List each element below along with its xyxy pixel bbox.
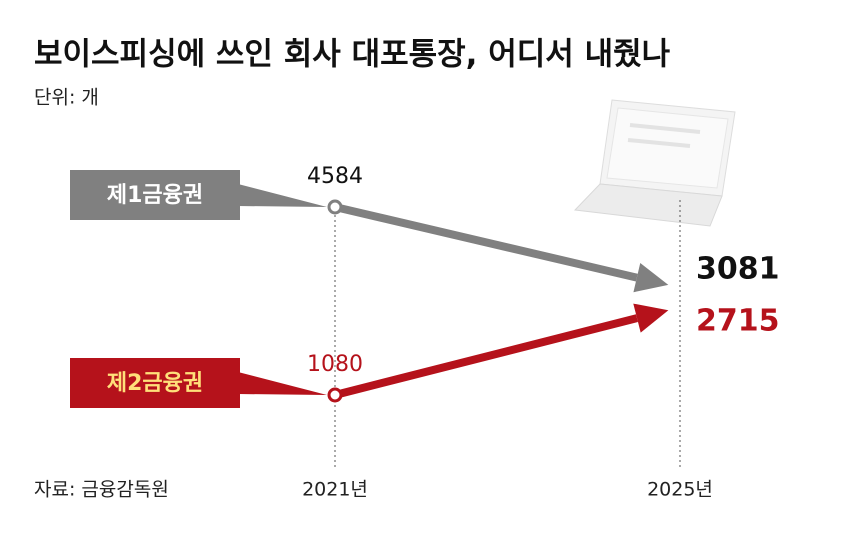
series-line [334, 203, 638, 282]
legend-pointer [238, 184, 327, 207]
laptop-line [627, 138, 691, 148]
chart-title: 보이스피싱에 쓰인 회사 대포통장, 어디서 내줬나 [34, 37, 671, 73]
series-line [334, 314, 638, 399]
laptop-line [629, 123, 701, 134]
value-label: 4584 [307, 164, 363, 189]
arrow-head [633, 263, 669, 293]
laptop-base [573, 183, 723, 227]
legend-box [70, 358, 240, 408]
source: 자료: 금융감독원 [34, 479, 169, 501]
point [327, 387, 343, 403]
chart-subtitle: 단위: 개 [34, 87, 99, 109]
legend-label: 제1금융권 [107, 183, 203, 208]
laptop-panel [606, 107, 729, 189]
end-value-label: 2715 [696, 304, 780, 339]
legend-label: 제2금융권 [107, 371, 203, 396]
value-label: 1080 [307, 352, 363, 377]
laptop-icon [573, 99, 736, 227]
x-tick-label: 2025년 [647, 479, 713, 501]
point [327, 199, 343, 215]
legend-pointer [238, 372, 327, 395]
x-tick-label: 2021년 [302, 479, 368, 501]
arrow-head [633, 303, 669, 333]
legend-box [70, 170, 240, 220]
end-value-label: 3081 [696, 252, 780, 287]
